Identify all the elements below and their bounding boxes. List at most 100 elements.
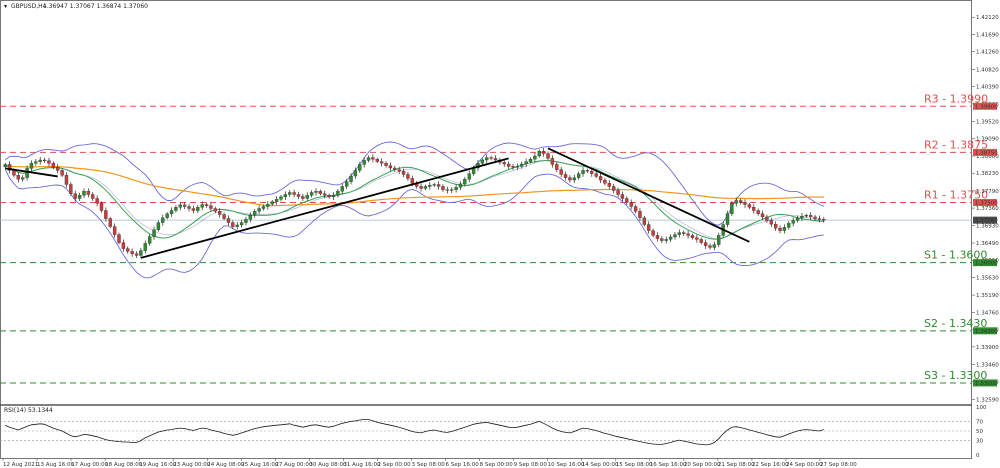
candle-body <box>388 165 393 169</box>
x-tick-label: 16 Sep 16:00 <box>650 462 687 468</box>
candle-body <box>99 203 104 211</box>
x-tick-label: 3 Sep 08:00 <box>412 462 446 468</box>
y-tick-label: 1.35630 <box>976 275 999 281</box>
candle-body <box>467 173 471 180</box>
candle-body <box>64 175 69 185</box>
candle-body <box>445 189 450 191</box>
level-price-tag <box>973 199 997 206</box>
rsi-panel: 100 70 50 30 0 <box>0 405 987 459</box>
level-label-s2: S2 - 1.3430 <box>924 317 987 330</box>
candle-body <box>804 215 808 217</box>
candle-body <box>717 235 721 245</box>
candle-body <box>734 200 738 204</box>
y-tick-label: 1.41260 <box>976 50 999 56</box>
candle-body <box>288 192 292 195</box>
rsi-line <box>5 419 824 446</box>
level-price-tag-text: 1.38750 <box>975 150 998 156</box>
candle-body <box>161 217 165 223</box>
candle-body <box>169 210 174 214</box>
level-label-s1: S1 - 1.3600 <box>924 249 987 262</box>
y-tick-label: 1.40390 <box>976 85 999 91</box>
candle-body <box>454 187 458 190</box>
candle-body <box>760 213 765 218</box>
candle-body <box>598 176 603 181</box>
candle-body <box>485 157 489 161</box>
candle-body <box>42 159 47 161</box>
x-tick-label: 21 Sep 08:00 <box>718 462 755 468</box>
candle-body <box>576 173 581 178</box>
level-price-tag-text: 1.39900 <box>975 104 998 110</box>
level-price-tag <box>973 327 997 335</box>
x-tick-label: 27 Aug 00:00 <box>275 462 313 468</box>
candle-body <box>349 175 353 182</box>
candle-body <box>393 167 397 170</box>
x-tick-label: 13 Aug 16:00 <box>37 462 75 468</box>
symbol-caret-icon: ▾ <box>4 3 7 10</box>
candle-body <box>340 186 344 192</box>
moving-averages <box>4 160 824 240</box>
x-tick-label: 8 Sep 00:00 <box>480 462 514 468</box>
candle-body <box>266 203 270 207</box>
level-price-tag-text: 1.36000 <box>975 261 998 267</box>
candle-body <box>515 166 520 168</box>
y-tick-label: 1.34760 <box>976 310 999 316</box>
candle-body <box>778 228 782 231</box>
candle-body <box>121 242 126 249</box>
candle-body <box>673 234 677 238</box>
candle-body <box>204 204 209 206</box>
candle-body <box>738 200 743 203</box>
x-tick-label: 6 Sep 16:00 <box>446 462 480 468</box>
candle-body <box>817 218 822 220</box>
candle-body <box>607 183 611 187</box>
trendline <box>140 157 509 259</box>
candle-body <box>537 151 541 157</box>
rsi-tick-label: 100 <box>976 405 987 411</box>
candle-body <box>664 239 668 241</box>
candle-body <box>156 222 161 230</box>
candle-body <box>647 224 651 231</box>
current-price-tag <box>973 216 997 224</box>
x-tick-label: 2 Sep 00:00 <box>377 462 411 468</box>
y-tick-label: 1.39520 <box>976 120 999 126</box>
x-tick-label: 9 Sep 08:00 <box>514 462 548 468</box>
candle-body <box>450 189 454 191</box>
level-price-tag-text: 1.34300 <box>975 329 998 335</box>
level-label-r2: R2 - 1.3875 <box>924 138 988 151</box>
x-tick-label: 22 Sep 16:00 <box>752 462 789 468</box>
candle-body <box>292 192 296 195</box>
moving-average-slow <box>5 165 824 207</box>
candle-body <box>638 211 642 218</box>
candle-body <box>677 232 682 235</box>
candle-body <box>550 158 555 165</box>
candle-body <box>191 208 196 211</box>
candle-body <box>436 184 441 187</box>
candle-body <box>86 191 91 195</box>
candle-body <box>3 164 7 167</box>
candle-body <box>34 161 38 164</box>
bollinger-bands <box>4 141 824 279</box>
candle-body <box>458 183 463 188</box>
candle-body <box>546 153 550 159</box>
candle-body <box>397 169 401 172</box>
candle-body <box>279 196 283 200</box>
candle-body <box>305 195 309 199</box>
trendline <box>5 167 58 178</box>
candle-body <box>682 232 686 234</box>
candle-body <box>331 195 336 198</box>
candle-body <box>616 190 620 195</box>
candle-body <box>336 191 340 196</box>
candle-body <box>384 163 388 166</box>
candle-body <box>152 229 156 237</box>
candle-body <box>590 171 594 174</box>
candle-body <box>375 159 379 162</box>
x-tick-label: 31 Aug 16:00 <box>343 462 381 468</box>
candle-body <box>401 171 406 175</box>
candle-body <box>822 219 826 221</box>
candle-body <box>572 177 576 181</box>
moving-average-fast <box>4 160 824 240</box>
level-price-tag <box>973 259 997 267</box>
candle-body <box>791 220 795 224</box>
candle-body <box>695 237 699 240</box>
